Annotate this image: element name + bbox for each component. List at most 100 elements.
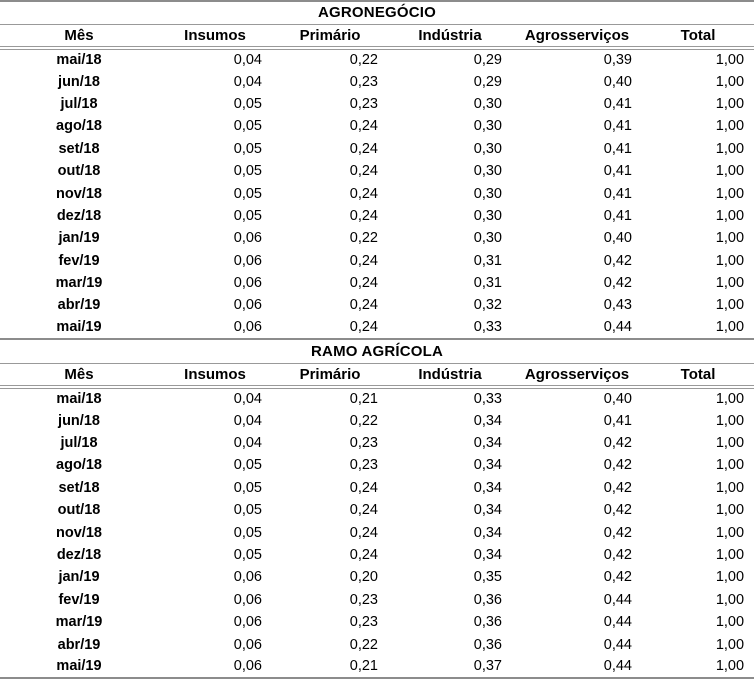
- month-cell: jul/18: [60, 435, 98, 452]
- value-cell: 0,41: [603, 185, 632, 202]
- value-cell: 0,34: [473, 412, 502, 429]
- value-cell: 0,44: [603, 614, 632, 631]
- value-cell: 0,43: [603, 297, 632, 314]
- value-cell: 0,21: [349, 658, 378, 675]
- value-cell: 0,30: [473, 95, 502, 112]
- value-cell: 0,44: [603, 636, 632, 653]
- value-cell: 0,42: [603, 479, 632, 496]
- value-cell: 0,40: [603, 391, 632, 408]
- column-header: Agrosserviços: [512, 24, 642, 50]
- month-cell: set/18: [58, 140, 100, 157]
- value-cell: 0,24: [349, 502, 378, 519]
- value-cell: 0,39: [603, 52, 632, 69]
- value-cell: 0,24: [349, 524, 378, 541]
- value-cell: 0,22: [349, 412, 378, 429]
- value-cell: 0,36: [473, 591, 502, 608]
- month-cell: mai/18: [56, 391, 102, 408]
- table-body: mai/18 0,04 0,22 0,29 0,39 1,00 jun/18 0,04 0,23…: [0, 48, 754, 339]
- table-row: out/18 0,05 0,24 0,34 0,42 1,00: [0, 499, 754, 521]
- month-cell: jul/18: [60, 95, 98, 112]
- value-cell: 0,06: [233, 319, 262, 336]
- month-cell: out/18: [57, 502, 101, 519]
- value-cell: 0,06: [233, 636, 262, 653]
- table-row: jun/18 0,04 0,23 0,29 0,40 1,00: [0, 70, 754, 92]
- value-cell: 0,05: [233, 524, 262, 541]
- table-title-row: RAMO AGRÍCOLA: [0, 340, 754, 364]
- value-cell: 1,00: [715, 163, 745, 180]
- value-cell: 0,44: [603, 658, 632, 675]
- column-header: Indústria: [388, 24, 512, 50]
- value-cell: 0,37: [473, 658, 502, 675]
- table-row: nov/18 0,05 0,24 0,30 0,41 1,00: [0, 182, 754, 204]
- month-cell: mai/18: [56, 52, 102, 69]
- value-cell: 0,22: [349, 636, 378, 653]
- table-row: mai/18 0,04 0,21 0,33 0,40 1,00: [0, 387, 754, 409]
- value-cell: 0,06: [233, 658, 262, 675]
- value-cell: 0,30: [473, 185, 502, 202]
- value-cell: 0,41: [603, 163, 632, 180]
- value-cell: 0,42: [603, 502, 632, 519]
- value-cell: 1,00: [715, 252, 745, 269]
- value-cell: 0,24: [349, 319, 378, 336]
- value-cell: 0,35: [473, 569, 502, 586]
- month-cell: abr/19: [57, 297, 101, 314]
- value-cell: 0,05: [233, 547, 262, 563]
- value-cell: 0,42: [603, 524, 632, 541]
- value-cell: 0,31: [473, 275, 502, 292]
- value-cell: 0,06: [233, 230, 262, 247]
- value-cell: 1,00: [715, 73, 745, 90]
- value-cell: 0,42: [603, 252, 632, 269]
- value-cell: 1,00: [715, 457, 745, 474]
- table-row: mar/19 0,06 0,23 0,36 0,44 1,00: [0, 611, 754, 633]
- value-cell: 0,24: [349, 185, 378, 202]
- value-cell: 0,40: [603, 73, 632, 90]
- table-row: jul/18 0,05 0,23 0,30 0,41 1,00: [0, 93, 754, 115]
- table-row: jan/19 0,06 0,22 0,30 0,40 1,00: [0, 227, 754, 249]
- value-cell: 0,42: [603, 569, 632, 586]
- value-cell: 1,00: [715, 297, 745, 314]
- table-row: set/18 0,05 0,24 0,30 0,41 1,00: [0, 138, 754, 160]
- value-cell: 0,41: [603, 412, 632, 429]
- value-cell: 0,04: [233, 412, 262, 429]
- value-cell: 0,44: [603, 591, 632, 608]
- month-cell: out/18: [57, 163, 101, 180]
- value-cell: 0,24: [349, 163, 378, 180]
- value-cell: 0,06: [233, 297, 262, 314]
- value-cell: 0,33: [473, 391, 502, 408]
- value-cell: 1,00: [715, 614, 745, 631]
- value-cell: 0,06: [233, 252, 262, 269]
- value-cell: 1,00: [715, 230, 745, 247]
- value-cell: 0,24: [349, 252, 378, 269]
- value-cell: 0,29: [473, 52, 502, 69]
- value-cell: 1,00: [715, 185, 745, 202]
- column-header: Total: [642, 24, 754, 50]
- value-cell: 0,41: [603, 207, 632, 224]
- value-cell: 0,32: [473, 297, 502, 314]
- column-header: Indústria: [388, 363, 512, 390]
- month-cell: fev/19: [58, 591, 100, 608]
- value-cell: 0,23: [349, 95, 378, 112]
- value-cell: 1,00: [715, 118, 745, 135]
- month-cell: mai/19: [56, 319, 102, 336]
- value-cell: 0,42: [603, 547, 632, 563]
- column-header: Insumos: [158, 24, 272, 50]
- column-header: Agrosserviços: [512, 363, 642, 390]
- value-cell: 0,06: [233, 275, 262, 292]
- value-cell: 0,29: [473, 73, 502, 90]
- table-title: RAMO AGRÍCOLA: [0, 340, 754, 364]
- table-row: dez/18 0,05 0,24 0,34 0,42 1,00: [0, 544, 754, 566]
- value-cell: 1,00: [715, 275, 745, 292]
- value-cell: 0,24: [349, 140, 378, 157]
- month-cell: ago/18: [56, 457, 102, 474]
- table-row: mar/19 0,06 0,24 0,31 0,42 1,00: [0, 272, 754, 294]
- column-header: Primário: [272, 24, 388, 50]
- table-row: abr/19 0,06 0,22 0,36 0,44 1,00: [0, 633, 754, 655]
- value-cell: 0,30: [473, 118, 502, 135]
- value-cell: 0,05: [233, 140, 262, 157]
- value-cell: 0,06: [233, 614, 262, 631]
- value-cell: 0,42: [603, 435, 632, 452]
- value-cell: 1,00: [715, 591, 745, 608]
- value-cell: 0,36: [473, 614, 502, 631]
- agronegocio-table: AGRONEGÓCIO Mês Insumos Primário Indústria A…: [0, 0, 754, 341]
